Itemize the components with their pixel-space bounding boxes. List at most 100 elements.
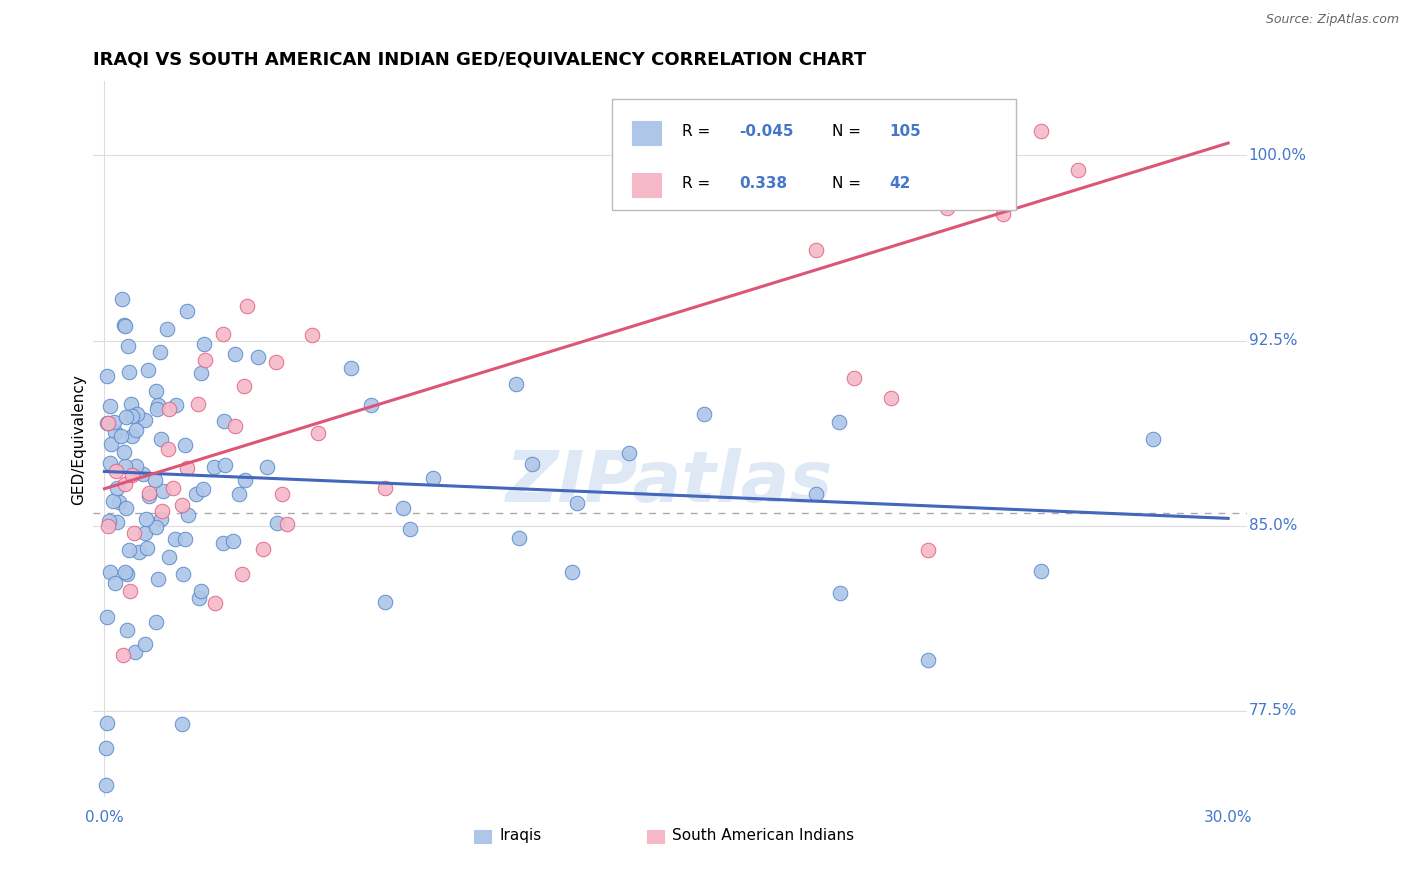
Text: IRAQI VS SOUTH AMERICAN INDIAN GED/EQUIVALENCY CORRELATION CHART: IRAQI VS SOUTH AMERICAN INDIAN GED/EQUIV… <box>93 51 866 69</box>
Point <box>96 741 118 756</box>
Point <box>693 408 716 422</box>
Point <box>120 397 142 411</box>
Point <box>231 566 253 581</box>
Text: 0.338: 0.338 <box>740 176 787 191</box>
Point <box>117 339 139 353</box>
Point <box>114 476 136 491</box>
Point <box>508 531 530 545</box>
Text: 30.0%: 30.0% <box>1204 810 1253 825</box>
Point <box>105 516 128 530</box>
Point <box>98 514 121 528</box>
Text: Source: ZipAtlas.com: Source: ZipAtlas.com <box>1265 13 1399 27</box>
Point <box>110 429 132 443</box>
Point <box>122 525 145 540</box>
Point <box>1142 432 1164 446</box>
Point <box>96 416 118 430</box>
Point <box>121 409 143 424</box>
Text: -0.045: -0.045 <box>740 124 794 139</box>
Point <box>373 481 395 495</box>
Point <box>252 541 274 556</box>
Point <box>266 516 288 531</box>
Point <box>917 543 939 558</box>
Point <box>148 398 170 412</box>
Point <box>307 425 329 440</box>
Text: 77.5%: 77.5% <box>1249 704 1298 718</box>
Point <box>880 391 903 405</box>
Point <box>520 457 543 471</box>
Point <box>177 508 200 523</box>
Point <box>174 532 197 546</box>
Point <box>224 347 246 361</box>
Point <box>655 173 678 187</box>
Point <box>96 716 118 731</box>
Point <box>224 419 246 434</box>
Bar <box>631 121 661 145</box>
Point <box>134 413 156 427</box>
Point <box>112 318 135 332</box>
Text: Iraqis: Iraqis <box>499 828 541 843</box>
Point <box>134 526 156 541</box>
Point <box>146 572 169 586</box>
Point <box>115 566 138 581</box>
Point <box>112 445 135 459</box>
Text: R =: R = <box>682 176 710 191</box>
Point <box>135 512 157 526</box>
Point <box>150 432 173 446</box>
Point <box>176 460 198 475</box>
Point <box>125 423 148 437</box>
Point <box>118 543 141 558</box>
Point <box>111 648 134 662</box>
Point <box>936 202 959 216</box>
Point <box>165 398 187 412</box>
Point <box>156 442 179 457</box>
Point <box>993 207 1015 221</box>
Point <box>191 482 214 496</box>
Y-axis label: GED/Equivalency: GED/Equivalency <box>72 374 86 505</box>
Point <box>505 377 527 392</box>
Point <box>145 615 167 629</box>
Point <box>233 473 256 487</box>
Point <box>170 716 193 731</box>
Point <box>98 400 121 414</box>
Point <box>212 326 235 341</box>
Point <box>143 473 166 487</box>
Text: N =: N = <box>831 124 860 139</box>
Point <box>1067 163 1090 178</box>
Point <box>193 337 215 351</box>
Point <box>190 367 212 381</box>
Point <box>256 459 278 474</box>
Point <box>973 186 995 200</box>
Point <box>105 464 128 478</box>
Point <box>374 595 396 609</box>
Point <box>103 576 125 591</box>
Point <box>236 298 259 312</box>
Point <box>212 413 235 427</box>
Point <box>127 407 149 421</box>
Text: South American Indians: South American Indians <box>672 828 855 843</box>
Point <box>97 519 120 533</box>
Point <box>150 504 173 518</box>
Point <box>194 353 217 368</box>
Point <box>145 520 167 534</box>
Point <box>561 565 583 579</box>
Point <box>211 536 233 550</box>
Point <box>422 471 444 485</box>
Point <box>176 303 198 318</box>
Point <box>128 545 150 559</box>
Point <box>730 184 752 198</box>
Point <box>214 458 236 473</box>
Point <box>157 550 180 565</box>
Text: 100.0%: 100.0% <box>1249 148 1306 163</box>
Point <box>301 327 323 342</box>
Point <box>100 437 122 451</box>
Point <box>110 292 132 306</box>
Point <box>842 371 865 385</box>
Text: 42: 42 <box>889 176 911 191</box>
Point <box>145 384 167 398</box>
Point <box>149 345 172 359</box>
Point <box>233 379 256 393</box>
Point <box>917 652 939 666</box>
Point <box>124 645 146 659</box>
Point <box>565 496 588 510</box>
Point <box>228 487 250 501</box>
